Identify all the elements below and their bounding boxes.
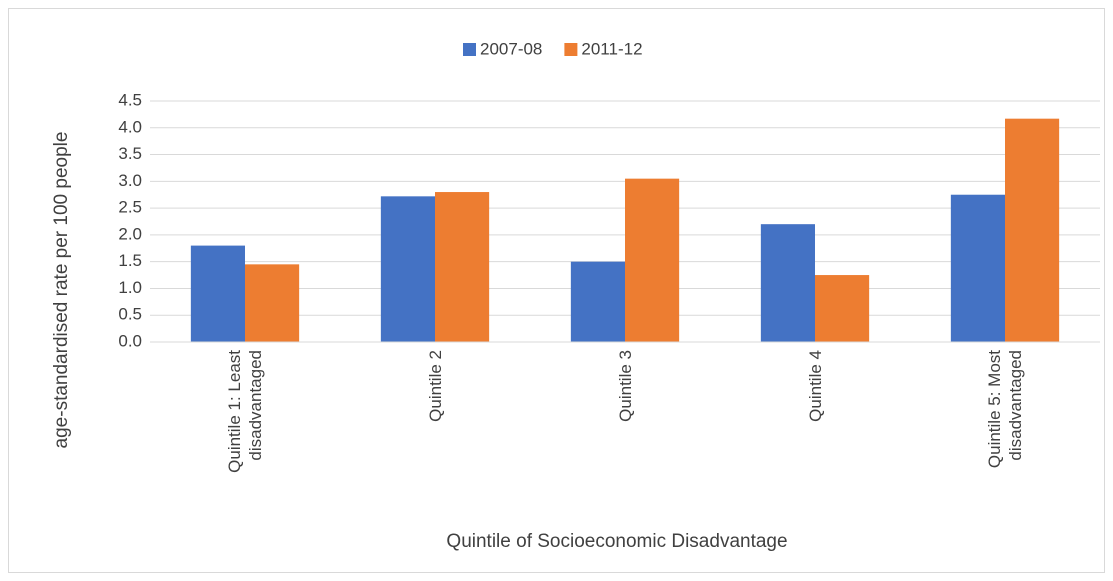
y-tick-label: 0.5 xyxy=(118,305,142,324)
bar xyxy=(950,194,1005,342)
bar xyxy=(245,264,300,342)
y-tick-label: 1.5 xyxy=(118,251,142,270)
bar xyxy=(1005,118,1060,342)
legend-swatch xyxy=(463,43,476,56)
y-tick-label: 2.0 xyxy=(118,224,142,243)
x-axis-title: Quintile of Socioeconomic Disadvantage xyxy=(446,531,787,552)
bar xyxy=(760,224,815,342)
legend-swatch xyxy=(564,43,578,56)
x-tick-label: Quintile 2 xyxy=(425,350,445,422)
chart-frame xyxy=(8,8,1105,573)
bar xyxy=(190,245,245,342)
y-tick-label: 4.5 xyxy=(118,90,142,109)
bar xyxy=(815,275,870,342)
x-tick-label: Quintile 1: Least disadvantaged xyxy=(225,350,265,473)
y-tick-label: 3.0 xyxy=(118,171,142,190)
y-tick-label: 2.5 xyxy=(118,198,142,217)
y-tick-label: 1.0 xyxy=(118,278,142,297)
y-tick-label: 0.0 xyxy=(118,331,142,350)
bar xyxy=(380,196,435,342)
y-axis-title: age-standardised rate per 100 people xyxy=(51,132,72,449)
legend-label: 2011-12 xyxy=(581,39,642,58)
y-tick-label: 4.0 xyxy=(118,117,142,136)
x-tick-label: Quintile 3 xyxy=(615,350,635,422)
x-tick-label: Quintile 5: Most disadvantaged xyxy=(985,350,1025,469)
bar xyxy=(435,192,490,342)
x-tick-label: Quintile 4 xyxy=(805,350,825,422)
bar xyxy=(570,261,625,342)
legend-label: 2007-08 xyxy=(480,39,542,58)
y-tick-label: 3.5 xyxy=(118,144,142,163)
bar xyxy=(625,178,680,342)
